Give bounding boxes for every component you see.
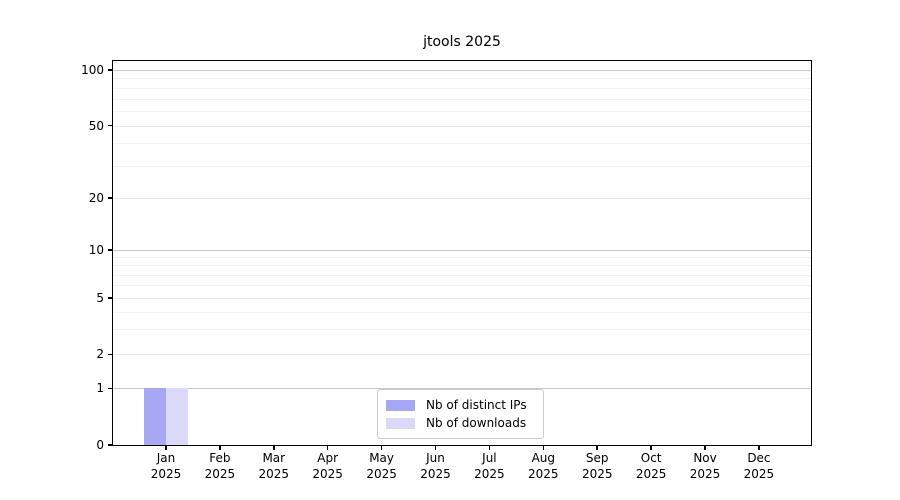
y-tick-label: 100 (81, 62, 104, 77)
x-tick (326, 445, 329, 450)
y-tick (108, 197, 112, 199)
y-tick-label: 5 (96, 291, 104, 305)
y-tick-label: 10 (88, 243, 104, 257)
x-tick-label: Jan 2025 (150, 451, 182, 481)
legend: Nb of distinct IPs Nb of downloads (377, 389, 544, 439)
grid-line-major (113, 198, 811, 199)
x-tick-label: Jul 2025 (474, 451, 505, 481)
x-tick (219, 445, 221, 450)
x-tick (165, 445, 167, 450)
x-tick (380, 445, 383, 450)
y-tick (108, 69, 112, 71)
bar-distinct-ips (143, 388, 166, 445)
grid-line-minor (113, 98, 811, 100)
grid-line-major (113, 298, 811, 299)
legend-label: Nb of distinct IPs (426, 398, 527, 412)
legend-entry-distinct-ips: Nb of distinct IPs (386, 396, 533, 414)
x-tick (542, 445, 545, 450)
grid-line-major (113, 354, 811, 356)
y-tick (108, 297, 112, 299)
grid-line-major (113, 69, 811, 71)
x-tick-label: Mar 2025 (258, 451, 290, 481)
grid-line-minor (113, 166, 811, 167)
chart-title: jtools 2025 (423, 34, 501, 50)
x-tick (758, 445, 760, 450)
x-tick-label: Sep 2025 (581, 451, 613, 481)
grid-line-minor (113, 285, 811, 287)
grid-line-minor (113, 87, 811, 89)
grid-line-minor (113, 143, 811, 145)
y-tick (108, 124, 112, 127)
x-tick-label: Oct 2025 (635, 451, 667, 481)
x-tick (650, 445, 652, 450)
x-tick (273, 445, 275, 450)
x-tick-label: Apr 2025 (312, 451, 343, 481)
y-tick (108, 444, 112, 446)
y-tick-label: 2 (96, 347, 104, 362)
x-tick (596, 445, 598, 450)
x-tick (488, 445, 491, 450)
grid-line-minor (113, 111, 811, 113)
x-tick-label: Jun 2025 (420, 451, 451, 481)
grid-line-major (113, 125, 811, 127)
grid-line-minor (113, 329, 811, 331)
downloads-swatch-icon (386, 417, 415, 429)
y-tick (108, 353, 112, 356)
grid-line-major (113, 388, 811, 390)
grid-line-minor (113, 257, 811, 259)
distinct-ips-swatch-icon (386, 399, 415, 411)
y-tick-label: 1 (96, 381, 104, 396)
grid-line-minor (113, 274, 811, 276)
x-tick-label: May 2025 (366, 451, 397, 481)
y-tick-label: 0 (96, 438, 104, 452)
y-tick-label: 20 (88, 191, 104, 205)
y-tick-label: 50 (88, 118, 104, 133)
grid-line-minor (113, 78, 811, 80)
grid-line-minor (113, 311, 811, 313)
x-tick (704, 445, 706, 450)
x-tick-label: Nov 2025 (689, 451, 721, 481)
y-tick (108, 387, 112, 390)
x-tick-label: Feb 2025 (204, 451, 236, 481)
legend-entry-downloads: Nb of downloads (386, 414, 533, 432)
bar-downloads (165, 388, 188, 445)
legend-label: Nb of downloads (426, 416, 527, 430)
plot-area (112, 60, 812, 446)
y-tick (108, 249, 112, 251)
x-tick (434, 445, 437, 450)
grid-line-minor (113, 265, 811, 267)
x-tick-label: Dec 2025 (743, 451, 775, 481)
grid-line-major (113, 250, 811, 251)
x-tick-label: Aug 2025 (528, 451, 559, 481)
